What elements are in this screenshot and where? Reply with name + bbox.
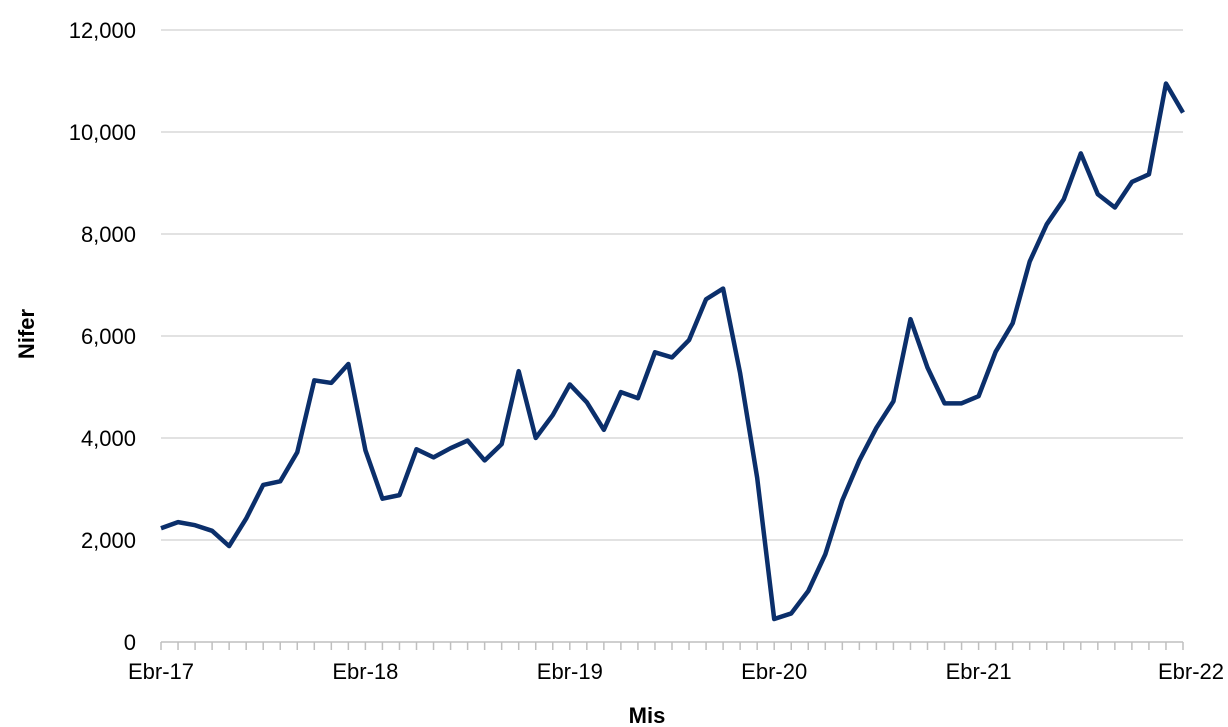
x-axis-tick-labels: Ebr-17 Ebr-18 Ebr-19 Ebr-20 Ebr-21 Ebr-22 xyxy=(128,659,1224,684)
x-tick-label: Ebr-20 xyxy=(741,659,807,684)
y-axis-tick-labels: 0 2,000 4,000 6,000 8,000 10,000 12,000 xyxy=(69,18,136,655)
gridlines xyxy=(161,29,1183,541)
x-axis-title: Mis xyxy=(629,703,666,727)
y-axis-title: Nifer xyxy=(14,309,39,360)
series-layer xyxy=(160,81,1185,622)
series-line xyxy=(160,81,1185,622)
y-tick-label: 10,000 xyxy=(69,120,136,145)
x-tick-label: Ebr-21 xyxy=(946,659,1012,684)
y-tick-label: 2,000 xyxy=(81,528,136,553)
x-axis xyxy=(160,641,1184,650)
x-tick-label: Ebr-17 xyxy=(128,659,194,684)
x-tick-label: Ebr-22 xyxy=(1158,659,1224,684)
y-tick-label: 8,000 xyxy=(81,222,136,247)
x-tick-label: Ebr-18 xyxy=(332,659,398,684)
y-tick-label: 6,000 xyxy=(81,324,136,349)
y-tick-label: 12,000 xyxy=(69,18,136,43)
y-tick-label: 0 xyxy=(124,630,136,655)
y-tick-label: 4,000 xyxy=(81,426,136,451)
x-tick-label: Ebr-19 xyxy=(537,659,603,684)
